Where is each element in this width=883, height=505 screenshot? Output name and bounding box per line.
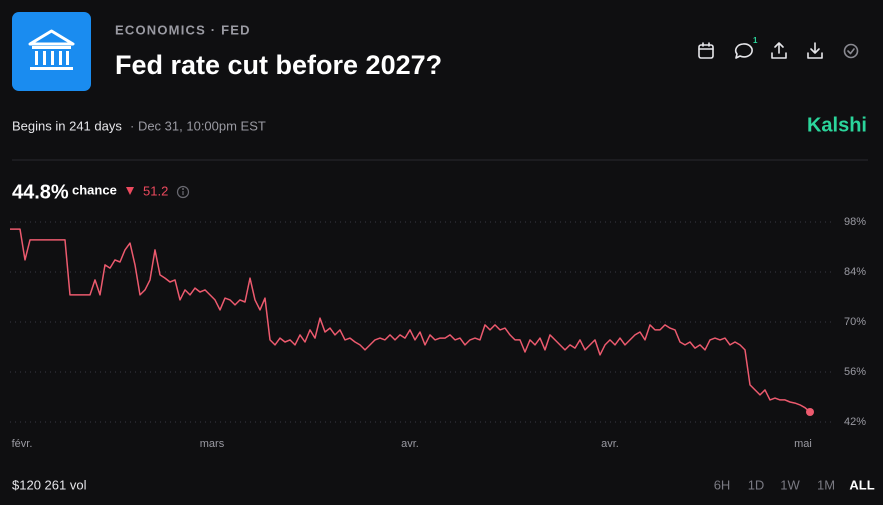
x-tick-label: févr. bbox=[12, 438, 33, 450]
info-icon[interactable] bbox=[176, 185, 190, 199]
y-tick-label: 56% bbox=[844, 366, 866, 378]
y-tick-label: 84% bbox=[844, 266, 866, 278]
calendar-button[interactable] bbox=[698, 42, 714, 59]
comment-count: 1 bbox=[753, 36, 758, 45]
download-button[interactable] bbox=[807, 42, 823, 59]
range-button[interactable]: 6H bbox=[714, 477, 731, 492]
begins-text: Begins in 241 days bbox=[12, 118, 122, 133]
price-line bbox=[10, 228, 811, 413]
range-button[interactable]: 1D bbox=[748, 477, 765, 492]
x-tick-label: avr. bbox=[601, 438, 619, 450]
range-button[interactable]: 1W bbox=[780, 477, 800, 492]
comments-button[interactable] bbox=[734, 43, 753, 59]
x-tick-label: mai bbox=[794, 438, 812, 450]
verified-button[interactable] bbox=[843, 43, 859, 59]
x-tick-label: avr. bbox=[401, 438, 419, 450]
brand-logo: Kalshi bbox=[807, 114, 867, 136]
chance-label: chance bbox=[72, 182, 117, 197]
volume: $120 261 vol bbox=[12, 477, 87, 492]
y-tick-label: 98% bbox=[844, 216, 866, 228]
y-tick-label: 42% bbox=[844, 416, 866, 428]
x-tick-label: mars bbox=[200, 438, 225, 450]
price-chart: 98% 84% 70% 56% 42% févr. mars avr. avr. mai bbox=[10, 216, 866, 450]
chance-value: 44.8% bbox=[12, 181, 69, 203]
range-button[interactable]: ALL bbox=[849, 477, 874, 492]
end-date: · Dec 31, 10:00pm EST bbox=[130, 118, 266, 133]
market-icon bbox=[12, 12, 91, 91]
chance-change: 51.2 bbox=[143, 183, 168, 198]
range-buttons: 6H 1D 1W 1M ALL bbox=[714, 477, 875, 492]
down-arrow bbox=[126, 187, 134, 195]
last-point bbox=[806, 408, 814, 416]
y-tick-label: 70% bbox=[844, 316, 866, 328]
share-button[interactable] bbox=[771, 42, 787, 59]
category: ECONOMICS · FED bbox=[115, 22, 251, 37]
market-title: Fed rate cut before 2027? bbox=[115, 50, 442, 80]
range-button[interactable]: 1M bbox=[817, 477, 835, 492]
